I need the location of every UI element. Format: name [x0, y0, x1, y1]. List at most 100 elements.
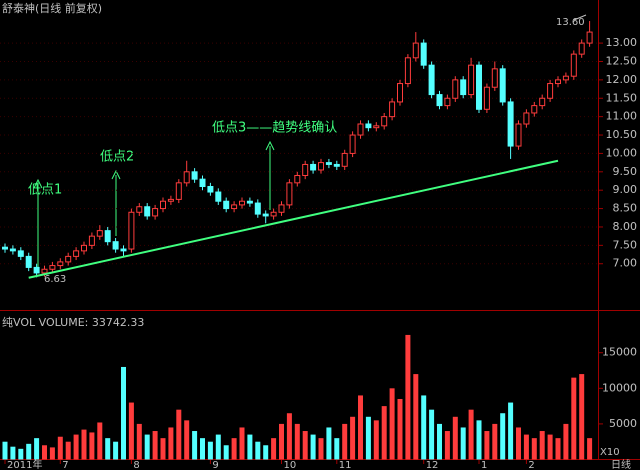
volume-bar	[539, 431, 545, 460]
y-tick-label: 12.00	[606, 73, 638, 86]
volume-bar	[239, 427, 245, 460]
volume-bar	[334, 438, 340, 460]
volume-bar	[160, 438, 166, 460]
volume-bar	[42, 445, 47, 460]
annotation: 低点3——趋势线确认	[212, 120, 337, 136]
volume-bar	[263, 445, 269, 460]
volume-bar	[105, 438, 111, 460]
y-tick-label: 7.50	[613, 238, 638, 251]
candle-body	[270, 211, 277, 217]
period-label: 日线	[611, 458, 631, 470]
volume-bar	[571, 377, 577, 460]
volume-bar	[516, 427, 521, 460]
candle-body	[578, 42, 585, 55]
candle-body	[452, 79, 459, 99]
arrow-head	[265, 140, 275, 151]
volume-bar	[468, 409, 474, 460]
candle-body	[231, 204, 238, 210]
volume-bar	[121, 366, 126, 460]
volume-bar	[34, 438, 40, 460]
candle-body	[397, 83, 403, 103]
y-tick-label: 11.50	[606, 91, 638, 104]
volume-bar	[136, 423, 142, 460]
volume-bar	[326, 427, 332, 460]
candle-body	[460, 79, 467, 96]
volume-bar	[152, 431, 158, 460]
y-tick-label: 7.00	[613, 257, 638, 270]
volume-bar	[500, 413, 506, 460]
candle-body	[73, 250, 80, 257]
volume-bar	[547, 434, 553, 460]
volume-bar	[200, 438, 205, 460]
volume-bar	[587, 438, 593, 460]
volume-bar	[223, 445, 229, 460]
volume-bar	[128, 402, 134, 460]
candle-body	[586, 31, 593, 44]
candle-body	[531, 105, 538, 114]
volume-bar	[65, 441, 71, 460]
volume-bar	[279, 423, 284, 460]
x-tick-label: 1	[481, 460, 487, 470]
volume-bar	[184, 420, 190, 460]
candle-body	[499, 68, 506, 103]
volume-bar	[57, 436, 63, 460]
candle-body	[112, 241, 119, 250]
y2-tick-label: 5000	[609, 417, 637, 430]
volume-bar	[26, 443, 32, 460]
candle-body	[325, 162, 332, 165]
volume-label: 纯VOL VOLUME: 33742.33	[2, 316, 144, 329]
y-tick-label: 13.00	[606, 36, 638, 49]
volume-bar	[476, 420, 482, 460]
candle-body	[278, 204, 285, 213]
candle-body	[120, 248, 127, 252]
candle-body	[239, 200, 245, 206]
y-tick-label: 10.50	[606, 128, 638, 141]
x-tick-label: 9	[212, 460, 218, 470]
x-tick-label: 2	[528, 460, 534, 470]
y-tick-label: 8.00	[613, 220, 638, 233]
candle-body	[555, 79, 561, 85]
volume-bar	[18, 448, 24, 460]
candle-body	[183, 171, 190, 184]
volume-bar	[555, 438, 561, 460]
candle-body	[254, 202, 261, 215]
volume-bar	[294, 423, 300, 460]
volume-bar	[421, 395, 427, 460]
volume-bar	[286, 413, 292, 460]
y-tick-label: 8.50	[613, 202, 638, 215]
volume-bar	[437, 423, 442, 460]
y2-tick-label: 10000	[602, 381, 637, 394]
candle-body	[33, 266, 40, 274]
volume-bar	[381, 406, 387, 460]
volume-bar	[231, 438, 237, 460]
y-tick-label: 12.50	[606, 54, 638, 67]
candle-body	[491, 68, 498, 88]
candle-body	[365, 123, 372, 129]
volume-bar	[302, 431, 308, 460]
candle-body	[444, 97, 451, 107]
candle-body	[570, 53, 577, 77]
high-pointer	[573, 14, 587, 21]
arrow-head	[33, 178, 43, 189]
volume-bar	[49, 447, 55, 460]
candle-body	[420, 42, 427, 66]
candle-body	[318, 162, 324, 171]
candle-body	[523, 112, 530, 125]
candle-body	[373, 125, 380, 129]
volume-bar	[365, 416, 371, 460]
candle-body	[357, 123, 364, 136]
annotation: 低点2	[100, 150, 134, 165]
candle-body	[81, 244, 87, 252]
volume-bar	[492, 423, 498, 460]
candle-body	[17, 250, 24, 257]
candle-body	[223, 200, 230, 210]
volume-bar	[192, 431, 198, 460]
volume-bar	[350, 416, 356, 460]
candle-body	[302, 163, 309, 176]
volume-bar	[168, 427, 174, 460]
volume-bar	[508, 402, 514, 460]
candle-body	[65, 255, 72, 263]
volume-bar	[73, 434, 79, 460]
volume-unit: X10	[600, 447, 620, 458]
